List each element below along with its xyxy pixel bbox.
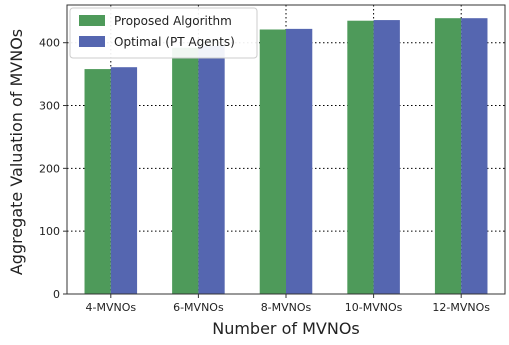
bar-optimal-pt-agents-6-MVNOs <box>198 45 225 294</box>
bar-optimal-pt-agents-12-MVNOs <box>461 18 488 294</box>
legend-swatch-proposed-algorithm <box>79 15 105 26</box>
y-tick-label-300: 300 <box>39 100 60 113</box>
bar-optimal-pt-agents-4-MVNOs <box>110 67 138 295</box>
legend-label-optimal-pt-agents: Optimal (PT Agents) <box>114 35 235 49</box>
y-tick-label-400: 400 <box>39 37 60 50</box>
legend-label-proposed-algorithm: Proposed Algorithm <box>114 14 232 28</box>
bar-optimal-pt-agents-10-MVNOs <box>373 20 400 295</box>
plot-frame <box>66 4 506 295</box>
bars-layer <box>84 18 488 295</box>
x-tick-label-8-MVNOs: 8-MVNOs <box>261 301 312 314</box>
bar-optimal-pt-agents-8-MVNOs <box>286 28 313 295</box>
legend-swatch-optimal-pt-agents <box>79 36 105 47</box>
bar-proposed-algorithm-12-MVNOs <box>434 18 462 294</box>
legend: Proposed Algorithm Optimal (PT Agents) <box>69 7 258 59</box>
x-axis-title: Number of MVNOs <box>212 319 360 338</box>
x-tick-label-10-MVNOs: 10-MVNOs <box>345 301 403 314</box>
y-tick-label-200: 200 <box>39 162 60 175</box>
bar-proposed-algorithm-4-MVNOs <box>84 69 111 294</box>
bar-proposed-algorithm-8-MVNOs <box>259 29 286 295</box>
legend-frame <box>69 7 258 59</box>
axes-layer <box>63 4 506 298</box>
bar-proposed-algorithm-6-MVNOs <box>172 47 199 294</box>
tick-labels-layer: 0 100 200 300 400 4-MVNOs 6-MVNOs 8-MVNOs 10-MVN… <box>39 37 490 314</box>
x-tick-label-6-MVNOs: 6-MVNOs <box>173 301 224 314</box>
y-tick-label-100: 100 <box>39 225 60 238</box>
x-tick-label-4-MVNOs: 4-MVNOs <box>85 301 136 314</box>
y-axis-title: Aggregate Valuation of MVNOs <box>7 29 26 275</box>
y-tick-label-0: 0 <box>53 288 60 301</box>
x-tick-label-12-MVNOs: 12-MVNOs <box>432 301 490 314</box>
bar-proposed-algorithm-10-MVNOs <box>347 20 374 295</box>
